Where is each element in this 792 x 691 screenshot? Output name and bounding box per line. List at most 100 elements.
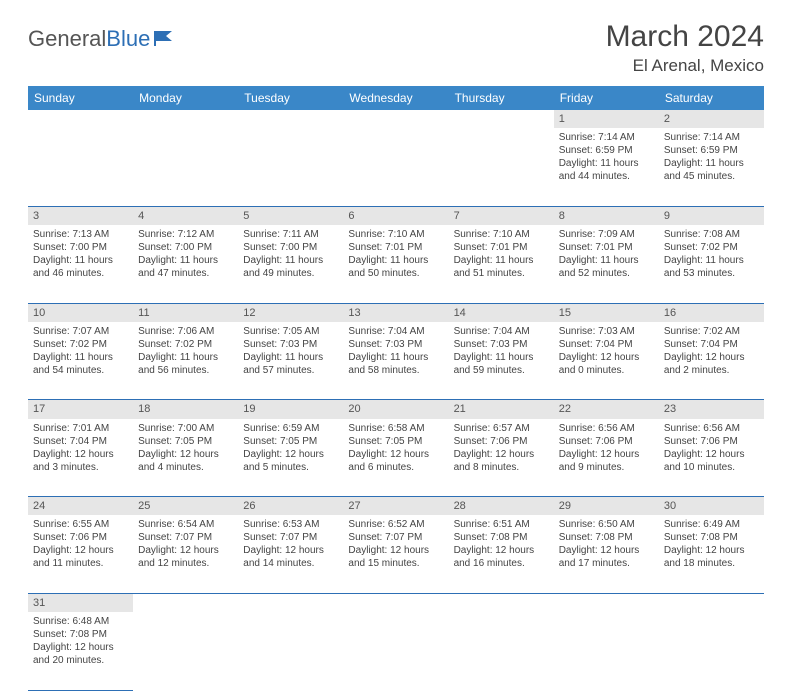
- day-cell: Sunrise: 6:49 AMSunset: 7:08 PMDaylight:…: [659, 515, 764, 593]
- sunset-text: Sunset: 7:02 PM: [664, 241, 759, 254]
- day-cell: Sunrise: 7:03 AMSunset: 7:04 PMDaylight:…: [554, 322, 659, 400]
- day-cell: Sunrise: 7:05 AMSunset: 7:03 PMDaylight:…: [238, 322, 343, 400]
- day-cell: Sunrise: 7:10 AMSunset: 7:01 PMDaylight:…: [449, 225, 554, 303]
- daylight-text: Daylight: 12 hours and 5 minutes.: [243, 448, 338, 474]
- daylight-text: Daylight: 11 hours and 53 minutes.: [664, 254, 759, 280]
- day-cell: Sunrise: 7:04 AMSunset: 7:03 PMDaylight:…: [343, 322, 448, 400]
- daynum-row: 10111213141516: [28, 303, 764, 322]
- daylight-text: Daylight: 12 hours and 6 minutes.: [348, 448, 443, 474]
- sunrise-text: Sunrise: 7:14 AM: [559, 131, 654, 144]
- week-row: Sunrise: 7:13 AMSunset: 7:00 PMDaylight:…: [28, 225, 764, 303]
- day-cell: [133, 128, 238, 206]
- day-cell: [554, 612, 659, 690]
- day-number: 9: [659, 206, 764, 225]
- sunrise-text: Sunrise: 7:07 AM: [33, 325, 128, 338]
- week-row: Sunrise: 7:01 AMSunset: 7:04 PMDaylight:…: [28, 419, 764, 497]
- week-row: Sunrise: 6:48 AMSunset: 7:08 PMDaylight:…: [28, 612, 764, 690]
- daylight-text: Daylight: 11 hours and 45 minutes.: [664, 157, 759, 183]
- day-number: 25: [133, 497, 238, 516]
- sunset-text: Sunset: 7:05 PM: [348, 435, 443, 448]
- sunrise-text: Sunrise: 6:53 AM: [243, 518, 338, 531]
- calendar-table: SundayMondayTuesdayWednesdayThursdayFrid…: [28, 86, 764, 691]
- daylight-text: Daylight: 11 hours and 56 minutes.: [138, 351, 233, 377]
- sunrise-text: Sunrise: 6:59 AM: [243, 422, 338, 435]
- day-cell: Sunrise: 6:48 AMSunset: 7:08 PMDaylight:…: [28, 612, 133, 690]
- daylight-text: Daylight: 12 hours and 0 minutes.: [559, 351, 654, 377]
- day-number: [343, 110, 448, 128]
- day-cell: Sunrise: 7:07 AMSunset: 7:02 PMDaylight:…: [28, 322, 133, 400]
- day-cell: Sunrise: 6:56 AMSunset: 7:06 PMDaylight:…: [659, 419, 764, 497]
- sunset-text: Sunset: 7:08 PM: [454, 531, 549, 544]
- weekday-header-row: SundayMondayTuesdayWednesdayThursdayFrid…: [28, 86, 764, 110]
- weekday-header: Thursday: [449, 86, 554, 110]
- daynum-row: 3456789: [28, 206, 764, 225]
- day-cell: [28, 128, 133, 206]
- sunset-text: Sunset: 6:59 PM: [664, 144, 759, 157]
- daylight-text: Daylight: 11 hours and 49 minutes.: [243, 254, 338, 280]
- sunset-text: Sunset: 7:04 PM: [559, 338, 654, 351]
- daynum-row: 17181920212223: [28, 400, 764, 419]
- day-number: 13: [343, 303, 448, 322]
- daylight-text: Daylight: 12 hours and 17 minutes.: [559, 544, 654, 570]
- day-number: 28: [449, 497, 554, 516]
- day-number: 15: [554, 303, 659, 322]
- daynum-row: 24252627282930: [28, 497, 764, 516]
- day-number: 4: [133, 206, 238, 225]
- daylight-text: Daylight: 11 hours and 47 minutes.: [138, 254, 233, 280]
- day-cell: [238, 612, 343, 690]
- flag-icon: [154, 29, 176, 47]
- sunset-text: Sunset: 7:07 PM: [243, 531, 338, 544]
- day-cell: Sunrise: 6:59 AMSunset: 7:05 PMDaylight:…: [238, 419, 343, 497]
- daylight-text: Daylight: 11 hours and 50 minutes.: [348, 254, 443, 280]
- day-cell: Sunrise: 7:06 AMSunset: 7:02 PMDaylight:…: [133, 322, 238, 400]
- day-cell: Sunrise: 7:02 AMSunset: 7:04 PMDaylight:…: [659, 322, 764, 400]
- sunrise-text: Sunrise: 6:52 AM: [348, 518, 443, 531]
- sunrise-text: Sunrise: 6:51 AM: [454, 518, 549, 531]
- sunrise-text: Sunrise: 7:09 AM: [559, 228, 654, 241]
- sunset-text: Sunset: 7:01 PM: [348, 241, 443, 254]
- sunrise-text: Sunrise: 6:49 AM: [664, 518, 759, 531]
- day-cell: [449, 128, 554, 206]
- day-number: [133, 110, 238, 128]
- sunrise-text: Sunrise: 6:58 AM: [348, 422, 443, 435]
- logo-text-1: General: [28, 26, 106, 52]
- sunset-text: Sunset: 7:04 PM: [33, 435, 128, 448]
- day-number: 16: [659, 303, 764, 322]
- day-number: [238, 593, 343, 612]
- daylight-text: Daylight: 12 hours and 9 minutes.: [559, 448, 654, 474]
- day-cell: Sunrise: 6:57 AMSunset: 7:06 PMDaylight:…: [449, 419, 554, 497]
- daylight-text: Daylight: 12 hours and 18 minutes.: [664, 544, 759, 570]
- day-number: 2: [659, 110, 764, 128]
- sunset-text: Sunset: 7:08 PM: [664, 531, 759, 544]
- day-number: [133, 593, 238, 612]
- sunset-text: Sunset: 7:06 PM: [33, 531, 128, 544]
- day-number: [343, 593, 448, 612]
- day-number: 11: [133, 303, 238, 322]
- day-cell: Sunrise: 7:08 AMSunset: 7:02 PMDaylight:…: [659, 225, 764, 303]
- day-cell: Sunrise: 7:09 AMSunset: 7:01 PMDaylight:…: [554, 225, 659, 303]
- sunset-text: Sunset: 7:05 PM: [138, 435, 233, 448]
- day-number: 18: [133, 400, 238, 419]
- sunrise-text: Sunrise: 6:57 AM: [454, 422, 549, 435]
- day-number: 30: [659, 497, 764, 516]
- sunset-text: Sunset: 6:59 PM: [559, 144, 654, 157]
- day-number: 3: [28, 206, 133, 225]
- sunrise-text: Sunrise: 7:02 AM: [664, 325, 759, 338]
- daylight-text: Daylight: 12 hours and 8 minutes.: [454, 448, 549, 474]
- location-title: El Arenal, Mexico: [606, 56, 764, 76]
- day-number: [238, 110, 343, 128]
- weekday-header: Sunday: [28, 86, 133, 110]
- sunset-text: Sunset: 7:03 PM: [454, 338, 549, 351]
- sunrise-text: Sunrise: 7:14 AM: [664, 131, 759, 144]
- sunrise-text: Sunrise: 7:08 AM: [664, 228, 759, 241]
- daylight-text: Daylight: 12 hours and 16 minutes.: [454, 544, 549, 570]
- daylight-text: Daylight: 11 hours and 52 minutes.: [559, 254, 654, 280]
- daylight-text: Daylight: 12 hours and 2 minutes.: [664, 351, 759, 377]
- day-cell: Sunrise: 6:56 AMSunset: 7:06 PMDaylight:…: [554, 419, 659, 497]
- day-number: 5: [238, 206, 343, 225]
- sunset-text: Sunset: 7:07 PM: [348, 531, 443, 544]
- sunset-text: Sunset: 7:02 PM: [138, 338, 233, 351]
- weekday-header: Saturday: [659, 86, 764, 110]
- title-block: March 2024 El Arenal, Mexico: [606, 20, 764, 76]
- week-row: Sunrise: 7:14 AMSunset: 6:59 PMDaylight:…: [28, 128, 764, 206]
